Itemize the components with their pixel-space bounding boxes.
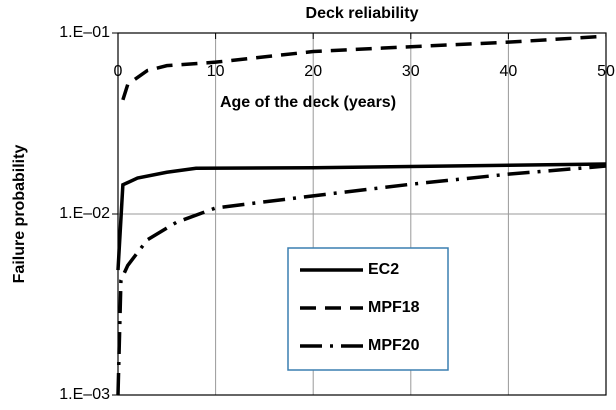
x-tick-label: 30: [402, 63, 420, 80]
y-tick-label: 1.E–01: [59, 24, 110, 41]
plot-frame: [117, 32, 607, 396]
y-axis-label: Failure probability: [11, 145, 28, 284]
line-series: [116, 164, 607, 396]
legend-label: EC2: [368, 261, 399, 278]
line-series: [121, 34, 607, 101]
x-tick-label: 40: [500, 63, 518, 80]
legend-label: MPF20: [368, 337, 420, 354]
x-tick-label: 10: [207, 63, 225, 80]
chart-title: Deck reliability: [306, 5, 419, 22]
y-tick-label: 1.E–02: [59, 205, 110, 222]
x-tick-label: 20: [304, 63, 322, 80]
legend-label: MPF18: [368, 299, 420, 316]
x-axis-label: Age of the deck (years): [220, 94, 396, 111]
y-tick-label: 1.E–03: [59, 386, 110, 403]
line-series: [116, 162, 607, 271]
